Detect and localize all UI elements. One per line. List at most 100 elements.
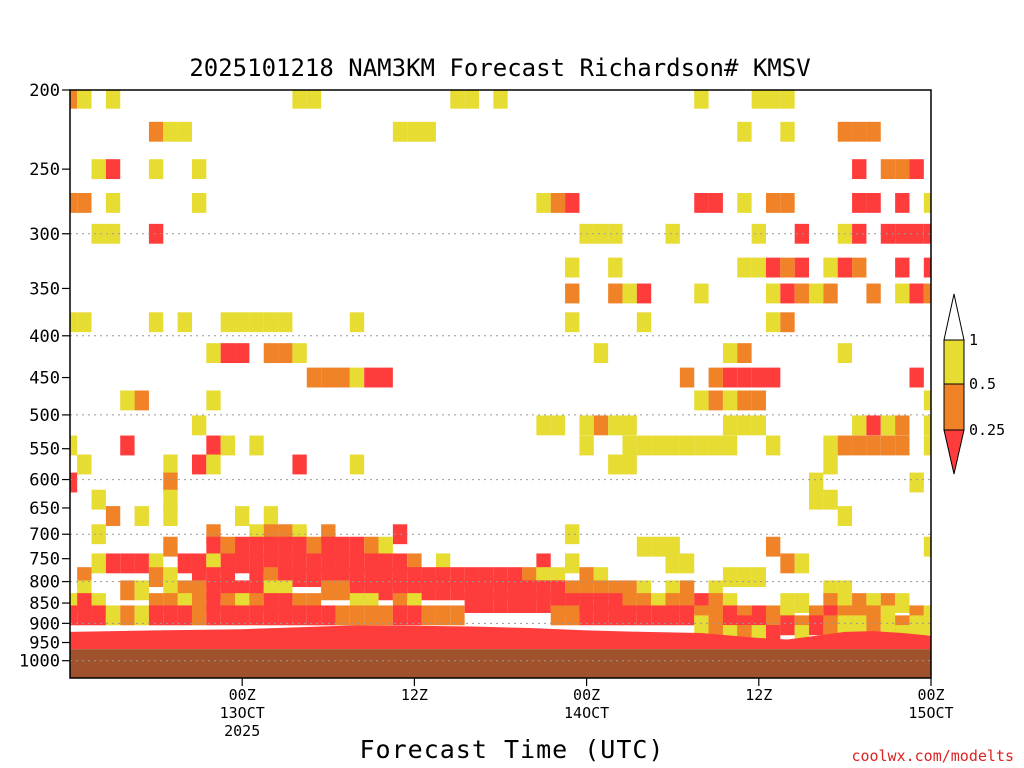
y-tick-label: 400: [29, 327, 60, 347]
heatmap-cell: [306, 367, 322, 388]
heatmap-cell: [794, 223, 810, 244]
heatmap-cell: [249, 605, 264, 626]
heatmap-cell: [278, 605, 293, 626]
heatmap-cell: [206, 536, 221, 557]
heatmap-cell: [852, 435, 867, 456]
heatmap-cell: [321, 536, 336, 557]
heatmap-cell: [70, 472, 78, 493]
heatmap-cell: [608, 454, 623, 475]
heatmap-cell: [737, 567, 752, 588]
heatmap-cell: [837, 121, 853, 142]
heatmap-cell: [335, 367, 350, 388]
heatmap-cell: [765, 312, 781, 333]
heatmap-cell: [722, 367, 738, 388]
heatmap-cell: [364, 605, 379, 626]
heatmap-cell: [722, 435, 738, 456]
heatmap-cell: [292, 536, 307, 557]
heatmap-cell: [278, 536, 293, 557]
heatmap-cell: [737, 343, 752, 364]
y-tick-label: 950: [29, 634, 60, 654]
y-tick-label: 200: [29, 81, 60, 101]
heatmap-cell: [737, 415, 752, 436]
heatmap-cell: [780, 257, 795, 278]
heatmap-cell: [91, 524, 106, 545]
heatmap-cell: [235, 343, 250, 364]
heatmap-cell: [148, 605, 164, 626]
heatmap-cell: [852, 257, 867, 278]
heatmap-cell: [105, 192, 121, 213]
heatmap-cell: [292, 605, 307, 626]
heatmap-cell: [780, 192, 795, 213]
heatmap-cell: [737, 121, 752, 142]
heatmap-cell: [392, 605, 408, 626]
heatmap-cell: [679, 605, 695, 626]
heatmap-cell: [148, 121, 164, 142]
heatmap-cell: [507, 593, 523, 613]
heatmap-cell: [608, 415, 623, 436]
heatmap-cell: [493, 90, 508, 109]
heatmap-cell: [263, 506, 279, 526]
heatmap-cell: [536, 415, 551, 436]
heatmap-cell: [895, 435, 910, 456]
heatmap-cell: [450, 90, 465, 109]
heatmap-cell: [148, 567, 164, 588]
heatmap-cell: [306, 536, 322, 557]
heatmap-cell: [565, 524, 580, 545]
y-tick-label: 850: [29, 594, 60, 614]
heatmap-cell: [837, 615, 853, 636]
heatmap-cell: [837, 506, 853, 526]
heatmap-cell: [292, 567, 307, 588]
heatmap-cell: [608, 257, 623, 278]
heatmap-cell: [163, 472, 178, 493]
heatmap-cell: [895, 192, 910, 213]
heatmap-cell: [923, 192, 931, 213]
x-tick-label: 12Z: [745, 686, 772, 704]
heatmap-cell: [421, 605, 436, 626]
heatmap-cell: [177, 312, 192, 333]
chart-title: 2025101218 NAM3KM Forecast Richardson# K…: [189, 54, 810, 82]
heatmap-cell: [536, 593, 551, 613]
heatmap-cell: [866, 192, 881, 213]
heatmap-cell: [493, 593, 508, 613]
heatmap-cell: [852, 223, 867, 244]
heatmap-cell: [464, 90, 479, 109]
heatmap-cell: [421, 580, 436, 601]
heatmap-cell: [120, 580, 135, 601]
heatmap-cell: [751, 223, 766, 244]
heatmap-cell: [220, 605, 236, 626]
heatmap-cell: [923, 536, 931, 557]
heatmap-cell: [134, 553, 149, 574]
heatmap-cell: [665, 553, 680, 574]
heatmap-cell: [278, 343, 293, 364]
heatmap-cell: [70, 593, 78, 613]
heatmap-cell: [364, 536, 379, 557]
heatmap-cell: [478, 593, 494, 613]
heatmap-cell: [622, 415, 637, 436]
y-tick-label: 450: [29, 369, 60, 389]
heatmap-cell: [923, 415, 931, 436]
heatmap-cell: [751, 257, 766, 278]
heatmap-cell: [895, 257, 910, 278]
heatmap-cell: [665, 605, 680, 626]
heatmap-cell: [866, 615, 881, 636]
heatmap-cell: [163, 605, 178, 626]
heatmap-cell: [163, 121, 178, 142]
heatmap-cell: [407, 121, 422, 142]
heatmap-cell: [651, 605, 666, 626]
heatmap-cell: [923, 390, 931, 411]
heatmap-cell: [349, 536, 365, 557]
heatmap-cell: [191, 415, 207, 436]
heatmap-cell: [737, 367, 752, 388]
heatmap-cell: [765, 192, 781, 213]
heatmap-cell: [809, 283, 824, 304]
heatmap-cell: [866, 283, 881, 304]
heatmap-cell: [608, 283, 623, 304]
heatmap-cell: [866, 415, 881, 436]
y-tick-label: 300: [29, 225, 60, 245]
heatmap-cell: [852, 415, 867, 436]
heatmap-cell: [593, 343, 609, 364]
heatmap-cell: [105, 506, 121, 526]
ground-layer: [70, 649, 931, 678]
heatmap-cell: [91, 489, 106, 510]
